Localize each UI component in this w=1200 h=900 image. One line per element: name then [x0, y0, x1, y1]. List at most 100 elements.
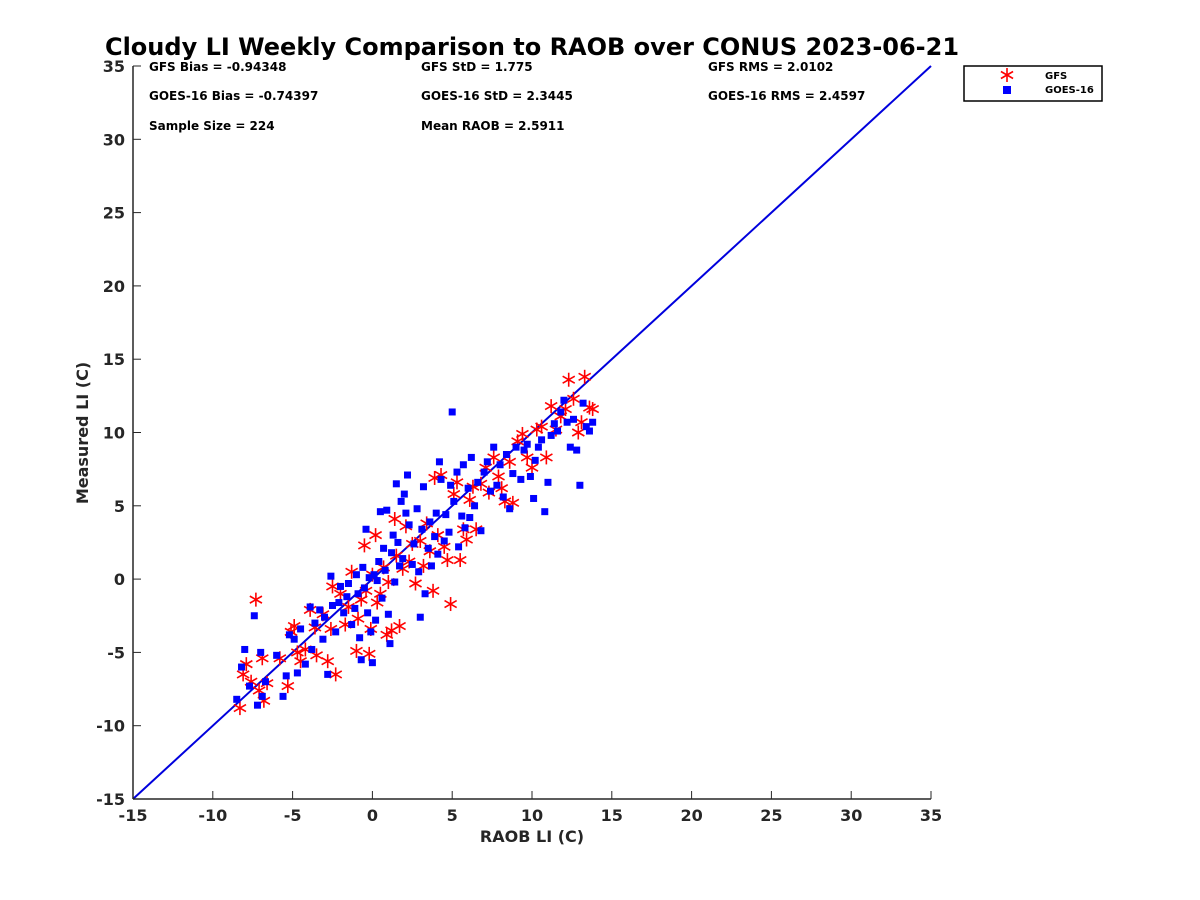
goes16-point [415, 568, 423, 576]
goes16-point [483, 458, 491, 466]
goes16-point [396, 562, 404, 570]
goes16-point [408, 560, 416, 568]
goes16-point [520, 446, 528, 454]
goes16-point [316, 606, 324, 614]
chart-title: Cloudy LI Weekly Comparison to RAOB over… [105, 33, 959, 61]
y-axis-label: Measured LI (C) [73, 362, 92, 504]
goes16-point [534, 443, 542, 451]
goes16-point [246, 682, 254, 690]
goes16-point [386, 640, 394, 648]
gfs-point [233, 701, 247, 716]
goes16-point [233, 695, 241, 703]
goes16-point [368, 659, 376, 667]
goes16-series [233, 396, 597, 709]
goes16-point [238, 663, 246, 671]
goes16-point [499, 493, 507, 501]
goes16-point [356, 634, 364, 642]
gfs-point [326, 579, 339, 594]
goes16-point [359, 563, 367, 571]
goes16-point [381, 566, 389, 574]
goes16-point [367, 628, 375, 636]
goes16-point [557, 408, 565, 416]
legend-goes16-label: GOES-16 [1045, 85, 1094, 96]
gfs-point [440, 553, 454, 568]
goes16-point [554, 427, 562, 435]
x-tick-label: 10 [521, 806, 543, 825]
goes16-point [392, 480, 400, 488]
gfs-point [351, 611, 365, 626]
goes16-point [506, 505, 514, 513]
goes16-point [308, 645, 316, 653]
x-tick-label: 5 [447, 806, 458, 825]
goes16-point [512, 443, 520, 451]
goes16-point [421, 590, 429, 598]
gfs-point [281, 679, 295, 694]
gfs-point [426, 583, 440, 598]
goes16-point [351, 604, 359, 612]
goes16-point [509, 470, 517, 478]
goes16-point [458, 512, 466, 520]
sample-size-stat: Sample Size = 224 [149, 119, 275, 133]
goes16-point [311, 619, 319, 627]
goes16-std-stat: GOES-16 StD = 2.3445 [421, 89, 573, 103]
goes16-point [364, 609, 372, 617]
goes16-point [585, 427, 593, 435]
goes16-point [319, 635, 327, 643]
gfs-point [492, 469, 505, 484]
goes16-point [362, 525, 370, 533]
goes16-point [442, 511, 450, 519]
goes16-point [450, 497, 458, 505]
goes16-point [257, 648, 265, 656]
x-tick-label: 20 [680, 806, 702, 825]
goes16-point [410, 540, 418, 548]
goes16-point [297, 625, 305, 633]
goes16-point [321, 613, 329, 621]
x-tick-label: 25 [760, 806, 782, 825]
goes16-point [241, 645, 249, 653]
goes16-point [448, 408, 456, 416]
gfs-point [321, 654, 335, 669]
gfs-point [562, 372, 576, 387]
gfs-point [349, 643, 363, 658]
y-tick-label: 5 [114, 497, 125, 516]
goes16-point [419, 483, 427, 491]
goes16-point [388, 549, 396, 557]
y-tick-label: 25 [103, 204, 125, 223]
goes16-point [434, 550, 442, 558]
goes16-point [389, 531, 397, 539]
gfs-point [409, 576, 422, 591]
x-tick-label: 15 [601, 806, 623, 825]
goes16-point [394, 538, 402, 546]
goes16-point [376, 508, 384, 516]
goes16-point [273, 651, 281, 659]
goes16-point [285, 631, 293, 639]
goes16-point [384, 610, 392, 618]
y-tick-label: 35 [103, 57, 125, 76]
goes16-point [431, 533, 439, 541]
goes16-point [332, 628, 340, 636]
goes16-point [447, 481, 455, 489]
goes16-point [471, 502, 479, 510]
goes16-point [383, 506, 391, 514]
goes16-point [432, 509, 440, 517]
goes16-point [538, 436, 546, 444]
stats-block: GFS Bias = -0.94348 GFS StD = 1.775 GFS … [149, 60, 865, 133]
gfs-point [453, 553, 467, 568]
gfs-point [578, 369, 592, 384]
y-tick-label: 20 [103, 277, 125, 296]
gfs-point [357, 538, 371, 553]
goes16-point [517, 475, 525, 483]
goes16-point [344, 579, 352, 587]
goes16-point [329, 601, 336, 609]
goes16-point [282, 672, 290, 680]
goes16-point [589, 418, 597, 426]
goes16-point [306, 603, 314, 611]
goes16-point [402, 509, 410, 517]
x-tick-label: 35 [920, 806, 942, 825]
goes16-point [569, 415, 577, 423]
goes16-point [324, 670, 332, 678]
goes16-rms-stat: GOES-16 RMS = 2.4597 [708, 89, 865, 103]
goes16-point [579, 399, 587, 407]
goes16-point [380, 544, 388, 552]
